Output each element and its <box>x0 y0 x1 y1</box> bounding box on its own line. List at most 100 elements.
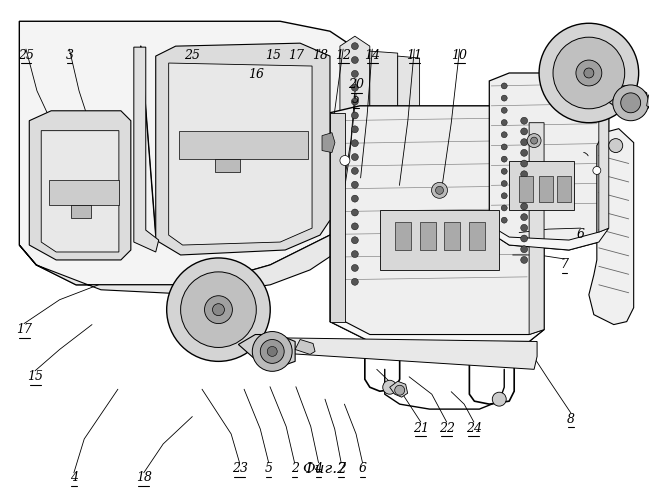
Polygon shape <box>215 158 240 172</box>
Circle shape <box>539 24 639 122</box>
Bar <box>557 176 571 203</box>
Polygon shape <box>398 56 420 287</box>
Text: Фиг.2: Фиг.2 <box>302 462 348 476</box>
Circle shape <box>340 156 350 166</box>
Circle shape <box>352 278 358 285</box>
Circle shape <box>352 154 358 160</box>
Circle shape <box>521 235 528 242</box>
Circle shape <box>205 296 233 324</box>
Circle shape <box>352 250 358 258</box>
Circle shape <box>527 134 541 147</box>
Circle shape <box>501 193 507 198</box>
Circle shape <box>521 224 528 232</box>
Text: 24: 24 <box>466 422 482 434</box>
Circle shape <box>521 256 528 264</box>
Circle shape <box>352 223 358 230</box>
Text: 3: 3 <box>66 48 73 62</box>
Circle shape <box>521 128 528 135</box>
Circle shape <box>352 195 358 202</box>
Circle shape <box>521 171 528 177</box>
Circle shape <box>613 85 649 120</box>
Polygon shape <box>20 230 340 294</box>
Circle shape <box>621 93 641 113</box>
Text: 22: 22 <box>439 422 455 434</box>
Text: 15: 15 <box>265 48 281 62</box>
Text: 18: 18 <box>136 471 152 484</box>
Circle shape <box>352 42 358 50</box>
Text: 18: 18 <box>312 48 328 62</box>
Polygon shape <box>179 130 308 158</box>
Bar <box>519 176 533 203</box>
Circle shape <box>501 144 507 150</box>
Circle shape <box>252 332 292 372</box>
Text: 17: 17 <box>288 48 304 62</box>
Text: 25: 25 <box>18 48 34 62</box>
Polygon shape <box>134 47 159 252</box>
Circle shape <box>492 392 506 406</box>
Polygon shape <box>71 205 91 218</box>
Circle shape <box>521 192 528 199</box>
Polygon shape <box>370 51 398 290</box>
Circle shape <box>352 168 358 174</box>
Circle shape <box>352 84 358 91</box>
Circle shape <box>352 237 358 244</box>
Polygon shape <box>179 275 255 347</box>
Circle shape <box>267 346 277 356</box>
Text: 12: 12 <box>335 48 351 62</box>
Circle shape <box>501 205 507 211</box>
Polygon shape <box>489 73 609 250</box>
Polygon shape <box>607 86 649 113</box>
Bar <box>539 176 553 203</box>
Text: 4: 4 <box>70 471 78 484</box>
Circle shape <box>383 380 396 394</box>
Bar <box>469 222 486 250</box>
Polygon shape <box>255 338 537 370</box>
Text: 2: 2 <box>291 462 298 475</box>
Text: 17: 17 <box>16 323 32 336</box>
Text: 8: 8 <box>567 412 575 426</box>
Circle shape <box>530 137 538 144</box>
Polygon shape <box>390 382 408 397</box>
Polygon shape <box>380 210 499 270</box>
Text: 25: 25 <box>185 48 200 62</box>
Polygon shape <box>509 160 574 210</box>
Circle shape <box>521 203 528 210</box>
Text: 5: 5 <box>265 462 273 475</box>
Polygon shape <box>156 43 330 255</box>
Circle shape <box>501 108 507 114</box>
Polygon shape <box>20 22 360 285</box>
Circle shape <box>395 385 405 395</box>
Circle shape <box>501 95 507 101</box>
Circle shape <box>352 264 358 272</box>
Polygon shape <box>49 180 119 205</box>
Circle shape <box>521 117 528 124</box>
Circle shape <box>521 150 528 156</box>
Polygon shape <box>239 334 295 368</box>
Polygon shape <box>322 132 335 152</box>
Circle shape <box>584 68 594 78</box>
Polygon shape <box>330 113 345 322</box>
Text: 15: 15 <box>27 370 43 384</box>
Circle shape <box>521 214 528 220</box>
Text: 23: 23 <box>231 462 248 475</box>
Circle shape <box>166 258 270 362</box>
Polygon shape <box>529 122 544 334</box>
Polygon shape <box>589 128 634 324</box>
Circle shape <box>521 138 528 145</box>
Text: 6: 6 <box>359 462 367 475</box>
Circle shape <box>521 182 528 188</box>
Circle shape <box>593 166 601 174</box>
Circle shape <box>352 70 358 78</box>
Polygon shape <box>557 43 617 105</box>
Circle shape <box>352 182 358 188</box>
Circle shape <box>352 56 358 64</box>
Bar <box>420 222 436 250</box>
Circle shape <box>553 37 625 109</box>
Circle shape <box>501 180 507 186</box>
Text: 14: 14 <box>364 48 380 62</box>
Polygon shape <box>647 95 650 111</box>
Circle shape <box>213 304 224 316</box>
Circle shape <box>436 186 443 194</box>
Polygon shape <box>295 340 315 354</box>
Bar <box>395 222 411 250</box>
